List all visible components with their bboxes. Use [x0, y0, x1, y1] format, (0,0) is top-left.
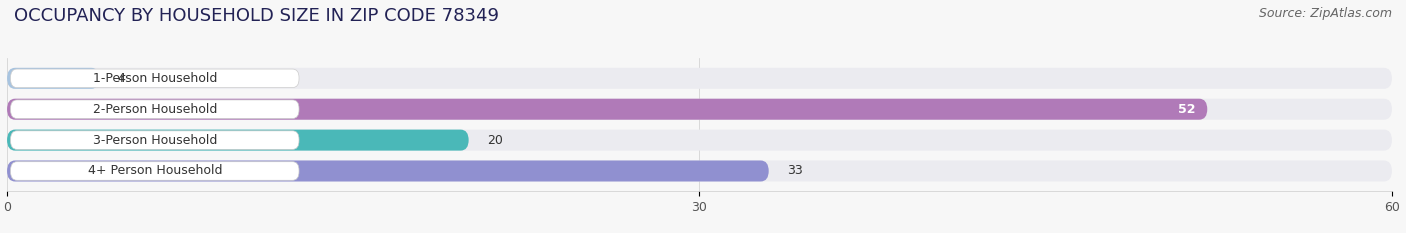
Text: OCCUPANCY BY HOUSEHOLD SIZE IN ZIP CODE 78349: OCCUPANCY BY HOUSEHOLD SIZE IN ZIP CODE …: [14, 7, 499, 25]
FancyBboxPatch shape: [7, 68, 100, 89]
Text: 4+ Person Household: 4+ Person Household: [87, 164, 222, 178]
Text: 1-Person Household: 1-Person Household: [93, 72, 217, 85]
FancyBboxPatch shape: [7, 161, 1392, 182]
FancyBboxPatch shape: [7, 68, 1392, 89]
Text: Source: ZipAtlas.com: Source: ZipAtlas.com: [1258, 7, 1392, 20]
FancyBboxPatch shape: [10, 162, 299, 180]
Text: 20: 20: [486, 134, 503, 147]
FancyBboxPatch shape: [10, 69, 299, 88]
FancyBboxPatch shape: [7, 99, 1208, 120]
Text: 4: 4: [118, 72, 125, 85]
FancyBboxPatch shape: [7, 130, 1392, 151]
Text: 52: 52: [1178, 103, 1195, 116]
FancyBboxPatch shape: [10, 131, 299, 149]
FancyBboxPatch shape: [10, 100, 299, 118]
FancyBboxPatch shape: [7, 161, 769, 182]
Text: 3-Person Household: 3-Person Household: [93, 134, 217, 147]
Text: 2-Person Household: 2-Person Household: [93, 103, 217, 116]
FancyBboxPatch shape: [7, 130, 468, 151]
Text: 33: 33: [787, 164, 803, 178]
FancyBboxPatch shape: [7, 99, 1392, 120]
